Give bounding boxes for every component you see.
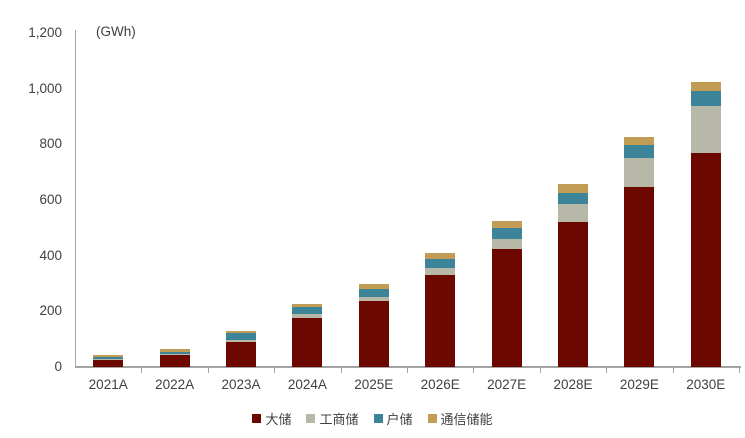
y-tick-label: 1,200 [28,25,62,40]
bar-segment-工商储 [425,267,456,276]
bar-segment-大储 [425,275,456,367]
legend-item-通信储能: 通信储能 [427,409,493,428]
bar-segment-户储 [624,144,655,158]
x-axis-tick [141,368,143,373]
x-category-label: 2022A [155,377,195,392]
x-axis-tick [207,368,209,373]
x-category-label: 2024A [287,377,327,392]
bar-2027E [491,220,522,367]
bar-segment-工商储 [690,105,721,154]
bar-segment-工商储 [93,359,124,361]
legend-item-大储: 大储 [252,409,291,428]
bar-segment-户储 [93,357,124,360]
x-category-label: 2027E [487,377,527,392]
bar-segment-大储 [624,186,655,367]
x-axis-tick [539,368,541,373]
bar-2021A [93,354,124,367]
bar-segment-大储 [690,153,721,367]
legend-label: 工商储 [319,412,359,427]
legend-label: 大储 [265,412,292,427]
x-category-label: 2023A [221,377,261,392]
bar-segment-工商储 [358,296,389,301]
bar-segment-大储 [159,355,190,367]
legend-label: 户储 [386,412,413,427]
bar-2022A [159,348,190,367]
x-category-label: 2030E [686,377,726,392]
bar-2029E [624,136,655,367]
legend-item-户储: 户储 [373,409,413,428]
x-category-label: 2028E [553,377,593,392]
x-axis-tick [606,368,608,373]
bar-segment-户储 [690,90,721,106]
legend-item-工商储: 工商储 [306,409,359,428]
y-tick-label: 0 [54,359,62,374]
bar-segment-通信储能 [358,284,389,290]
bar-segment-通信储能 [425,252,456,259]
bar-segment-通信储能 [690,82,721,91]
legend-label: 通信储能 [440,412,493,427]
bar-segment-户储 [358,289,389,297]
legend-swatch-icon [252,414,262,423]
bar-segment-户储 [292,307,323,315]
bar-2026E [425,252,456,367]
x-category-label: 2029E [619,377,659,392]
y-tick-label: 800 [39,136,62,152]
bar-2025E [358,284,389,367]
bar-segment-通信储能 [558,184,588,193]
bar-segment-通信储能 [159,348,190,352]
bar-2023A [226,330,256,367]
legend-swatch-icon [373,414,383,423]
bar-segment-工商储 [292,314,323,318]
y-tick-label: 200 [39,303,62,319]
bar-segment-工商储 [558,203,588,223]
bar-segment-户储 [226,333,256,341]
x-axis-tick [739,368,740,373]
x-axis-tick [407,368,408,373]
bar-segment-户储 [491,228,522,239]
bar-segment-通信储能 [624,136,655,145]
x-category-label: 2021A [88,377,128,392]
bar-segment-大储 [226,341,256,367]
bar-segment-工商储 [491,238,522,249]
bar-segment-通信储能 [491,220,522,229]
y-tick-label: 600 [39,192,62,207]
bar-segment-工商储 [226,340,256,342]
bar-segment-户储 [425,258,456,268]
bar-segment-大储 [292,317,323,367]
legend: 大储 工商储 户储 通信储能 [0,409,745,428]
bar-segment-通信储能 [93,354,124,357]
bar-segment-工商储 [624,157,655,187]
bar-segment-户储 [558,192,588,204]
bar-segment-通信储能 [292,304,323,308]
bar-2030E [690,82,721,367]
bar-segment-大储 [558,222,588,367]
bar-segment-通信储能 [226,330,256,334]
y-axis-unit-label: (GWh) [96,24,136,39]
x-axis-tick [672,368,674,373]
bar-segment-户储 [159,351,190,354]
bar-2024A [292,304,323,367]
bar-segment-大储 [491,249,522,367]
legend-swatch-icon [306,414,316,423]
x-axis-tick [274,368,276,373]
x-category-label: 2026E [420,377,460,392]
x-axis-baseline [75,366,741,368]
y-axis-line [75,30,76,367]
bar-segment-工商储 [159,353,190,356]
legend-swatch-icon [427,414,437,423]
bar-2028E [558,184,588,367]
x-category-label: 2025E [354,377,394,392]
x-axis-tick [340,368,342,373]
bar-segment-大储 [93,360,124,367]
y-tick-label: 400 [39,247,62,263]
x-axis-tick [473,368,475,373]
y-tick-label: 1,000 [28,80,62,96]
bar-segment-大储 [358,300,389,367]
